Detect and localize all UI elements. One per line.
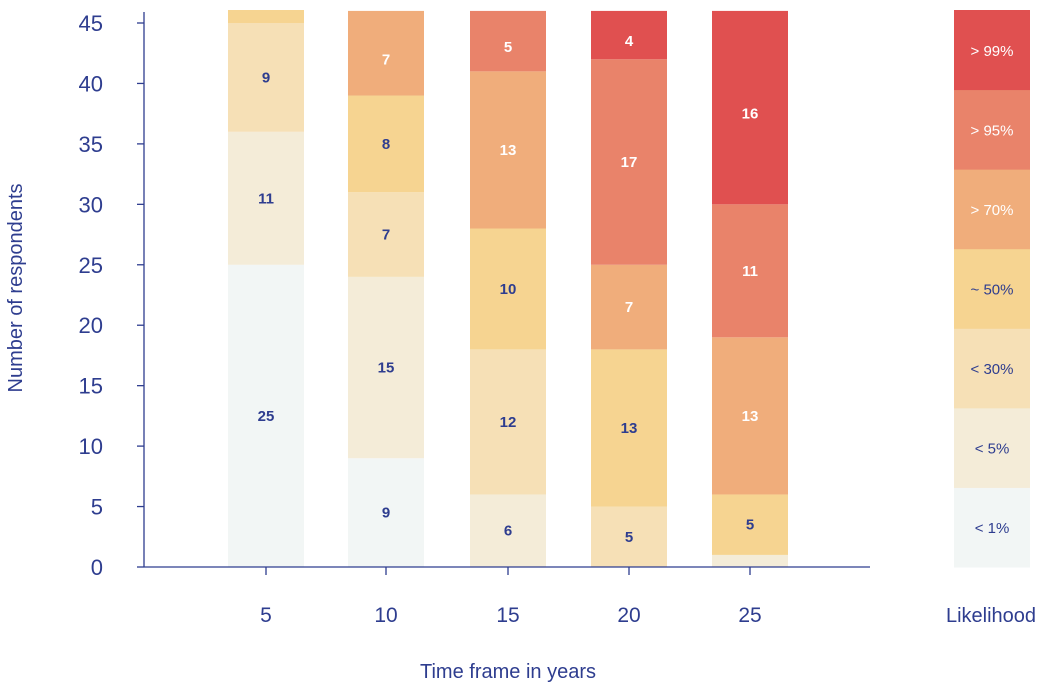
data-label: 9: [262, 69, 270, 86]
bar-segment-5-3: [228, 23, 304, 132]
y-tick-label: 10: [79, 434, 103, 459]
legend-swatch: [954, 10, 1030, 91]
legend-swatch: [954, 169, 1030, 250]
data-label: 17: [621, 154, 638, 171]
data-label: 5: [746, 517, 754, 534]
bar-segment-5-1: [228, 264, 304, 567]
bar-segment-25-6: [712, 204, 788, 338]
data-label: 25: [258, 408, 275, 425]
data-label: 7: [625, 299, 633, 316]
bar-segment-20-6: [591, 59, 667, 265]
data-label: 6: [504, 523, 512, 540]
y-tick-label: 25: [79, 253, 103, 278]
y-tick-label: 40: [79, 71, 103, 96]
data-label: 12: [500, 414, 517, 431]
bar-segment-10-2: [348, 276, 424, 459]
data-label: 16: [742, 106, 759, 123]
data-label: 15: [378, 360, 395, 377]
legend-label: < 5%: [975, 441, 1010, 458]
bar-segment-10-3: [348, 192, 424, 277]
data-label: 10: [500, 281, 517, 298]
y-tick-label: 20: [79, 313, 103, 338]
y-tick-label: 15: [79, 374, 103, 399]
data-label: 5: [504, 39, 512, 56]
bar-segment-20-7: [591, 10, 667, 60]
legend-label: > 95%: [971, 122, 1014, 139]
x-axis-label: Time frame in years: [420, 661, 596, 683]
bar-segment-15-4: [470, 228, 546, 350]
legend-label: > 70%: [971, 202, 1014, 219]
data-label: 7: [382, 51, 390, 68]
bar-segment-10-1: [348, 458, 424, 567]
x-tick-label: 15: [496, 604, 519, 627]
bar-segment-20-3: [591, 506, 667, 567]
data-label: 13: [742, 408, 759, 425]
bar-segment-15-5: [470, 71, 546, 229]
data-label: 5: [625, 529, 633, 546]
data-label: 8: [382, 136, 390, 153]
bar-segment-15-3: [470, 349, 546, 495]
legend-swatch: [954, 328, 1030, 409]
y-tick-label: 5: [91, 495, 103, 520]
bar-segment-25-7: [712, 10, 788, 205]
bar-segment-20-5: [591, 264, 667, 350]
bar-segment-25-4: [712, 494, 788, 555]
y-tick-label: 0: [91, 555, 103, 580]
data-label: 13: [621, 420, 638, 437]
legend-label: > 99%: [971, 43, 1014, 60]
legend-swatch: [954, 89, 1030, 170]
legend-label: < 1%: [975, 520, 1010, 537]
data-label: 9: [382, 505, 390, 522]
bar-segment-5-2: [228, 131, 304, 265]
legend-title: Likelihood: [946, 605, 1036, 627]
legend-swatch: [954, 407, 1030, 488]
data-label: 4: [625, 33, 634, 50]
legend-swatch: [954, 487, 1030, 568]
likelihood-legend: < 1% < 5% < 30% ~ 50% > 70% > 95% > 99%: [954, 10, 1030, 568]
legend-label: ~ 50%: [971, 282, 1014, 299]
data-label: 11: [258, 190, 274, 207]
y-tick-label: 30: [79, 192, 103, 217]
bar-segment-5-4: [228, 10, 304, 24]
y-tick-label: 45: [79, 11, 103, 36]
bar-segment-15-6: [470, 10, 546, 72]
plot-area: 25 11 9 9 15 7 8 7 6 12 10 13 5 5 13 7 17 4 5 13 11 16: [228, 10, 788, 567]
bar-segment-10-5: [348, 10, 424, 96]
x-tick-label: 20: [617, 604, 640, 627]
data-label: 13: [500, 142, 517, 159]
bar-segment-25-2: [712, 554, 788, 567]
y-tick-label: 35: [79, 132, 103, 157]
x-tick-label: 10: [374, 604, 397, 627]
legend-label: < 30%: [971, 361, 1014, 378]
bar-segment-15-2: [470, 494, 546, 567]
bar-segment-20-4: [591, 349, 667, 507]
data-label: 11: [742, 263, 758, 280]
bar-segment-10-4: [348, 95, 424, 193]
data-label: 7: [382, 227, 390, 244]
y-axis-label: Number of respondents: [5, 183, 27, 392]
x-tick-label: 5: [260, 604, 272, 627]
legend-swatch: [954, 248, 1030, 329]
x-tick-label: 25: [738, 604, 761, 627]
bar-segment-25-5: [712, 337, 788, 495]
